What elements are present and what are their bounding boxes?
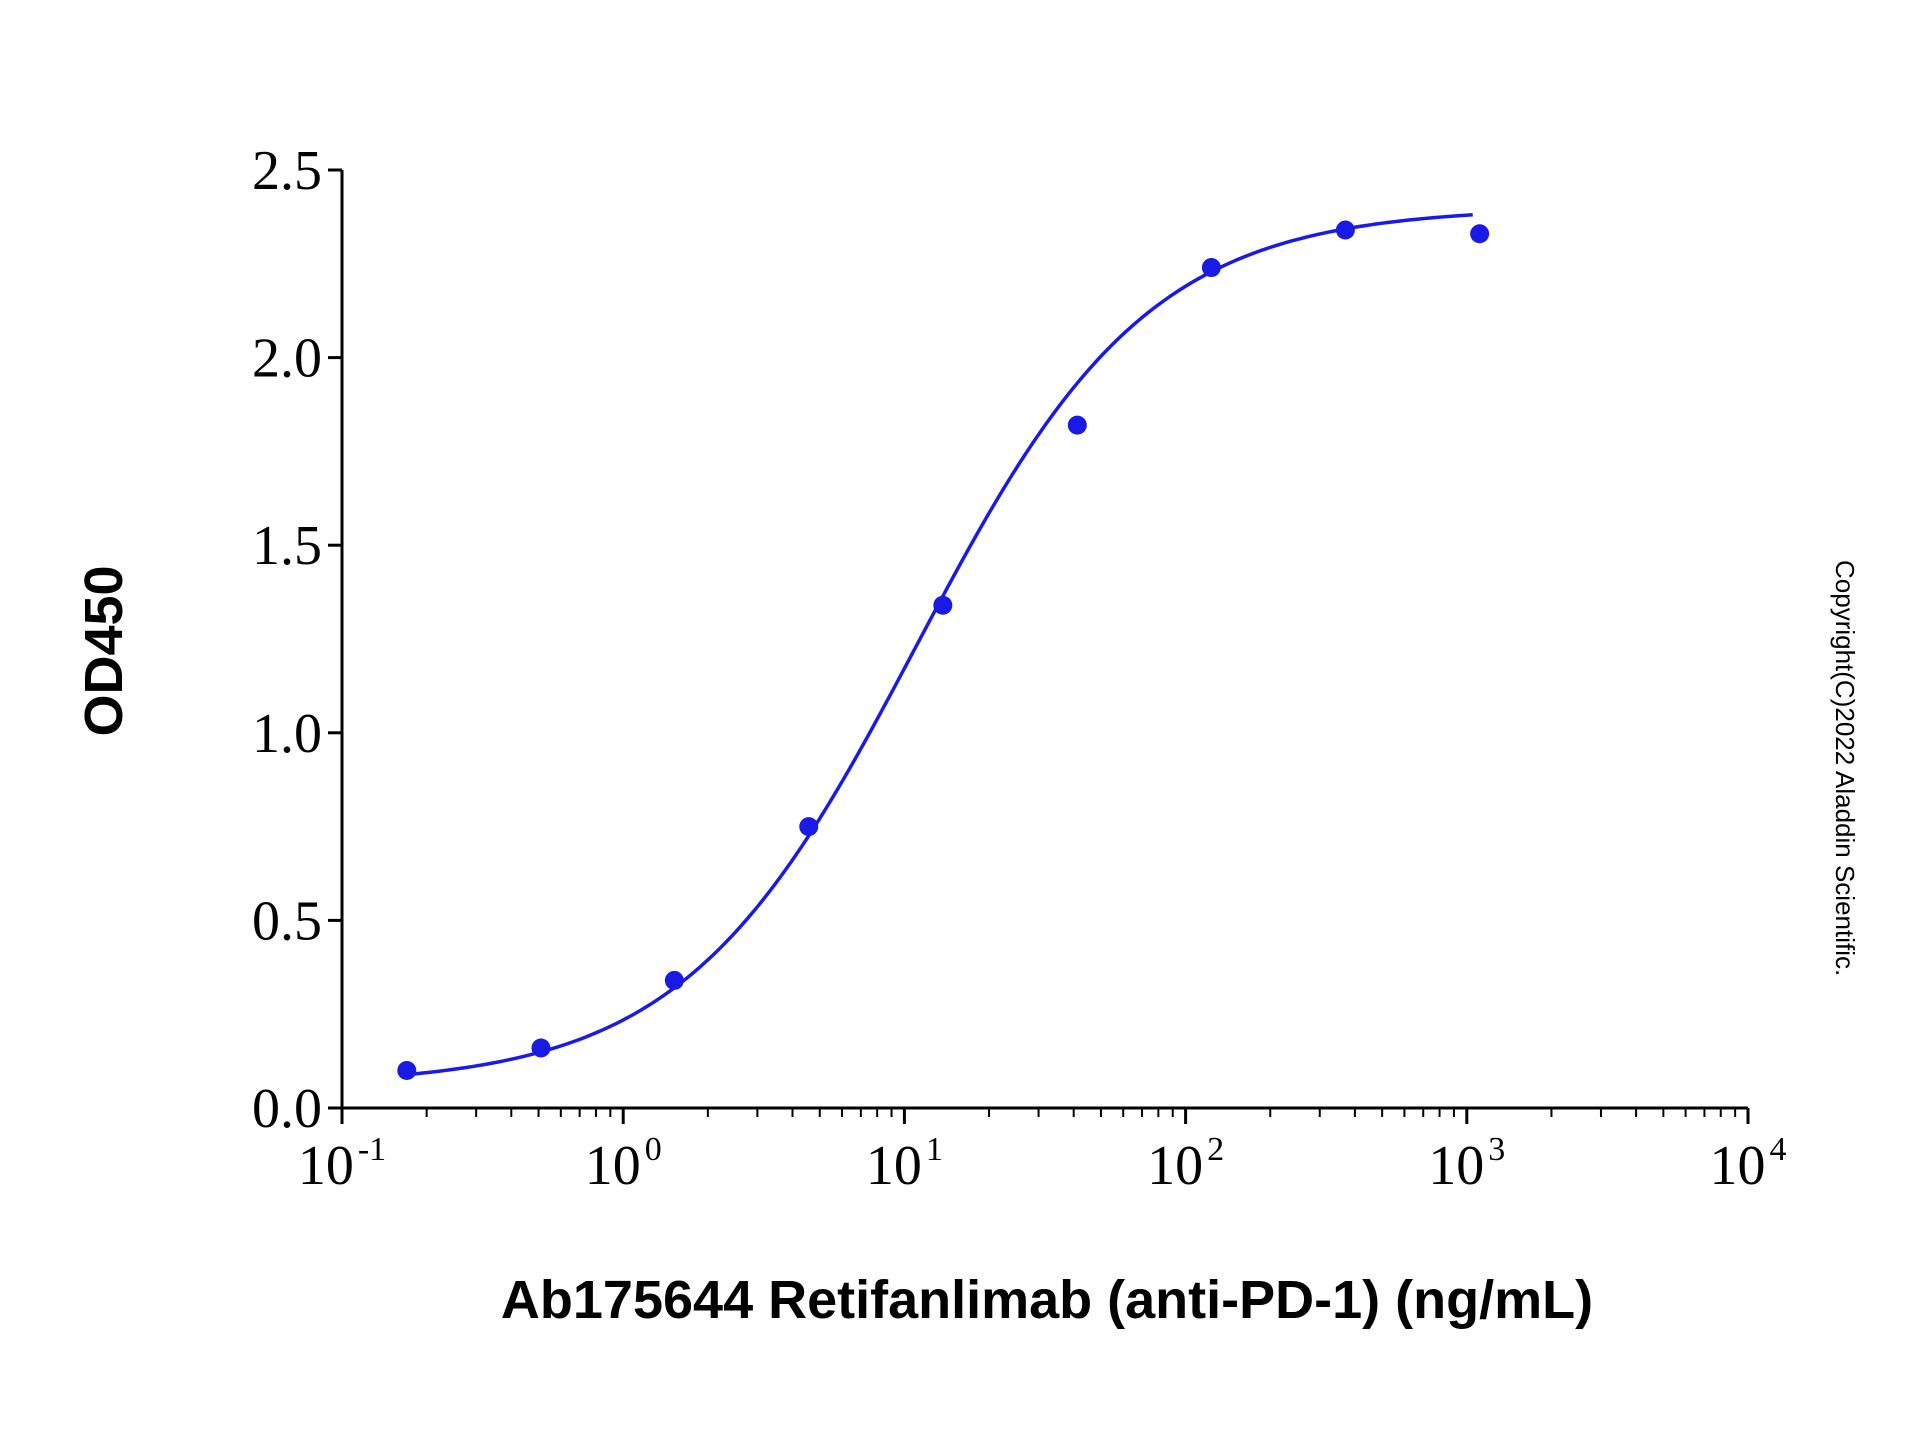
data-point	[1470, 224, 1490, 244]
data-point	[933, 595, 953, 615]
data-point	[1335, 220, 1355, 240]
x-tick-label: 10 2	[1147, 1131, 1224, 1197]
y-tick-label: 2.0	[252, 328, 322, 390]
data-point	[664, 970, 684, 990]
y-tick-label: 0.5	[252, 890, 322, 952]
x-tick-label: 10 -1	[298, 1131, 386, 1197]
fit-curve-layer	[406, 213, 1473, 1077]
copyright-watermark: Copyright(C)2022 Aladdin Scientific.	[1830, 560, 1860, 976]
data-point	[799, 817, 819, 837]
x-axis-title: Ab175644 Retifanlimab (anti-PD-1) (ng/mL…	[501, 1270, 1593, 1330]
y-tick-label: 2.5	[252, 140, 322, 202]
x-tick-label: 10 1	[866, 1131, 943, 1197]
y-tick-label: 1.0	[252, 703, 322, 765]
x-tick-label: 10 4	[1710, 1131, 1787, 1197]
axes: 0.0 0.5 1.0 1.5 2.0 2.5 10 -1 10 0 10 1 10 2 10 3 10 4	[252, 140, 1787, 1197]
data-point	[1067, 415, 1087, 435]
x-tick-label: 10 0	[585, 1131, 662, 1197]
y-tick-label: 0.0	[252, 1078, 322, 1140]
data-points-layer	[397, 220, 1490, 1080]
x-tick-label: 10 3	[1428, 1131, 1505, 1197]
y-axis-title: OD450	[74, 565, 134, 736]
data-point	[531, 1038, 551, 1058]
fit-curve	[406, 213, 1473, 1077]
y-tick-label: 1.5	[252, 515, 322, 577]
data-point	[397, 1060, 417, 1080]
data-point	[1201, 258, 1221, 278]
